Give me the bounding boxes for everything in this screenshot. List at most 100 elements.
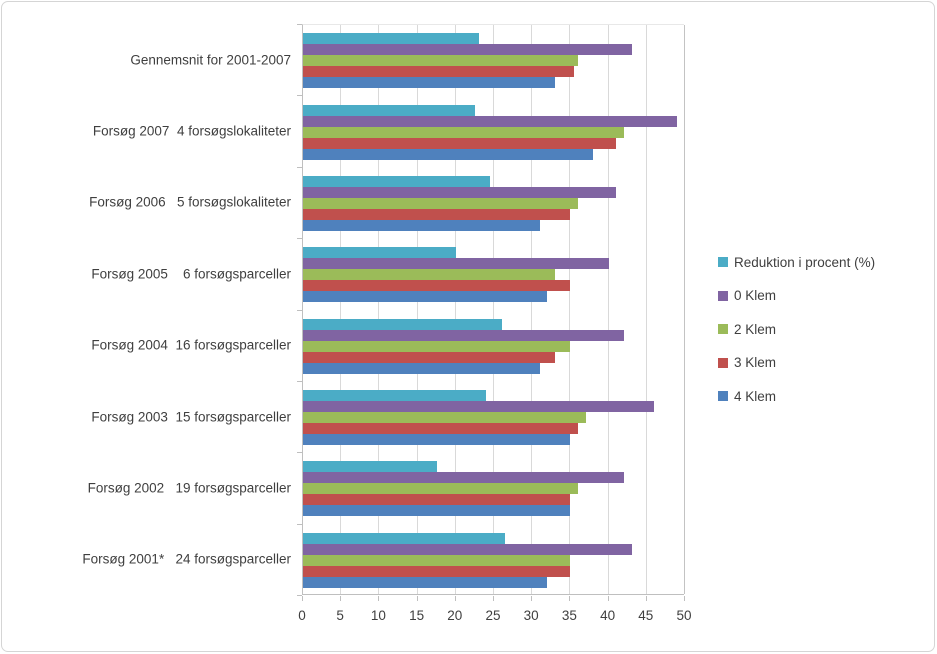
bar-3-klem-cat2 [303,208,571,220]
bar-4-klem-cat3 [303,291,548,303]
bar-reduktion-i-procent--cat3 [303,247,456,259]
x-tick-label: 20 [447,608,463,623]
gridline [569,25,571,594]
bar-3-klem-cat5 [303,423,579,435]
gridline [493,25,494,594]
legend-item: 3 Klem [718,353,776,373]
value-tick [302,596,303,601]
value-tick [416,596,418,601]
x-tick-label: 50 [676,608,692,623]
x-tick-label: 45 [638,608,654,623]
x-tick-label: 15 [409,608,425,623]
legend-swatch-2-klem [718,324,728,334]
legend-label: 3 Klem [734,355,777,370]
x-tick-label: 25 [485,608,501,623]
bar-4-klem-cat4 [303,362,540,374]
bar-reduktion-i-procent--cat4 [303,318,502,330]
category-label: Forsøg 2001* 24 forsøgsparceller [82,551,291,567]
bar-reduktion-i-procent--cat1 [303,104,475,116]
bar-4-klem-cat6 [303,505,571,517]
legend-swatch-0-klem [718,290,728,301]
value-tick [569,596,571,601]
legend-label: 2 Klem [734,321,777,337]
bar-0-klem-cat7 [303,543,632,555]
x-tick-label: 30 [523,608,539,623]
category-tick [297,238,302,239]
bar-0-klem-cat5 [303,401,655,413]
bar-reduktion-i-procent--cat2 [303,175,491,187]
category-label: Forsøg 2002 19 forsøgsparceller [87,480,291,496]
category-tick [297,95,302,96]
bar-reduktion-i-procent--cat5 [303,390,487,402]
bar-2-klem-cat1 [303,126,624,138]
x-tick-label: 10 [370,608,386,623]
gridline [684,25,685,594]
bar-3-klem-cat0 [303,66,575,78]
legend-swatch-3-klem [718,357,728,368]
bar-2-klem-cat2 [303,197,579,209]
gridline [378,25,380,594]
bar-2-klem-cat3 [303,269,556,281]
legend-item: 2 Klem [718,319,776,339]
bar-3-klem-cat6 [303,494,571,506]
value-tick [607,596,609,601]
value-tick [493,596,494,601]
bar-4-klem-cat7 [303,576,548,588]
bar-2-klem-cat7 [303,554,571,566]
category-label: Forsøg 2004 16 forsøgsparceller [91,337,291,353]
bar-4-klem-cat5 [303,434,571,446]
category-label: Forsøg 2005 6 forsøgsparceller [91,266,291,282]
bar-4-klem-cat2 [303,219,540,231]
category-label: Forsøg 2007 4 forsøgslokaliteter [92,123,291,139]
category-tick [297,167,302,168]
legend-swatch-4-klem [718,391,728,401]
x-tick-label: 40 [600,608,616,623]
bar-3-klem-cat3 [303,280,571,292]
category-tick [297,595,302,596]
bar-0-klem-cat1 [303,115,678,127]
legend-label: 0 Klem [734,288,777,303]
gridline [607,25,609,594]
bar-2-klem-cat4 [303,340,571,352]
legend-label: Reduktion i procent (%) [734,254,876,270]
gridline [340,25,342,594]
legend-item: 4 Klem [718,386,776,406]
x-tick-label: 35 [561,608,577,623]
value-tick [378,596,380,601]
plot-area [302,24,685,595]
bar-4-klem-cat1 [303,148,594,160]
gridline [454,25,456,594]
bar-3-klem-cat7 [303,565,571,577]
bar-4-klem-cat0 [303,77,556,89]
category-tick [297,24,302,25]
category-tick [297,310,302,311]
gridline [531,25,533,594]
category-tick [297,524,302,525]
bar-3-klem-cat4 [303,351,556,363]
x-tick-label: 5 [336,608,344,623]
category-tick [297,452,302,453]
value-tick [531,596,533,601]
category-label: Forsøg 2003 15 forsøgsparceller [91,409,291,425]
category-tick [297,381,302,382]
bar-0-klem-cat2 [303,186,617,198]
bar-0-klem-cat6 [303,472,624,484]
bar-reduktion-i-procent--cat7 [303,532,506,544]
value-tick [645,596,647,601]
bar-0-klem-cat3 [303,258,609,270]
bar-3-klem-cat1 [303,137,617,149]
gridline [416,25,418,594]
value-tick [340,596,342,601]
bar-2-klem-cat0 [303,55,579,67]
category-label: Gennemsnit for 2001-2007 [130,52,291,68]
bar-0-klem-cat4 [303,329,624,341]
legend-label: 4 Klem [734,388,777,404]
bar-2-klem-cat6 [303,483,579,495]
bar-0-klem-cat0 [303,44,632,56]
value-tick [454,596,456,601]
gridline [645,25,647,594]
bar-reduktion-i-procent--cat6 [303,461,437,473]
category-label: Forsøg 2006 5 forsøgslokaliteter [89,194,291,210]
value-tick [684,596,685,601]
